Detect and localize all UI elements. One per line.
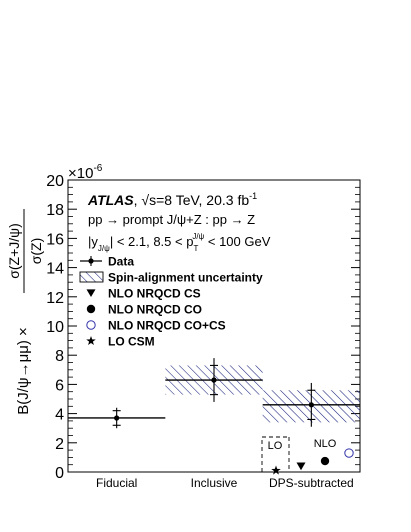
y-axis-label-denominator: σ(Z) [28,238,44,265]
y-tick-label-10: 10 [46,319,64,336]
data-marker [114,415,120,421]
theory-nlo-cs-triangle [296,462,306,471]
legend-label-2: NLO NRQCD CS [108,287,201,301]
nlo-box-label: NLO [314,438,337,450]
legend-star [86,336,96,346]
y-tick-label-16: 16 [46,231,64,248]
y-tick-label-20: 20 [46,173,64,190]
data-marker [308,402,314,408]
x-tick-label-fiducial: Fiducial [96,476,137,490]
x-tick-labels: Fiducial Inclusive DPS-subtracted [96,476,354,490]
y-axis-label: B(J/ψ→μμ) × σ(Z+J/ψ) σ(Z) [6,209,44,415]
legend-item-1: Spin-alignment uncertainty [79,271,263,285]
legend-open-circle [86,320,96,330]
data-point-dps-subtracted [262,382,360,427]
y-axis-label-numerator: σ(Z+J/ψ) [6,223,22,279]
y-tick-label-2: 2 [55,436,64,453]
legend-item-3: NLO NRQCD CO [86,303,202,317]
legend-item-4: NLO NRQCD CO+CS [86,319,226,333]
legend: Data Spin-alignment uncertainty NLO NRQCD … [79,255,263,349]
data-points [68,358,360,429]
legend-hatch-box [79,271,104,283]
legend-item-2: NLO NRQCD CS [86,287,201,301]
legend-item-5: LO CSM [86,335,155,349]
legend-triangle [86,289,96,298]
theory-nlo-cocs-open-circle [344,448,354,458]
theory-group: LO NLO [261,436,337,472]
y-axis-label-prefix: B(J/ψ→μμ) × [15,327,32,415]
annotation-process: pp → prompt J/ψ+Z : pp → Z [88,212,255,227]
y-tick-label-4: 4 [55,407,64,424]
data-point-fiducial [68,407,166,429]
lo-box-label: LO [268,440,283,452]
legend-label-3: NLO NRQCD CO [108,303,202,317]
data-point-inclusive [165,358,263,402]
theory-nlo-co-circle [320,456,330,466]
legend-label-5: LO CSM [108,335,155,349]
y-tick-label-14: 14 [46,261,64,278]
x-tick-label-inclusive: Inclusive [191,476,238,490]
legend-label-0: Data [108,255,134,269]
y-tick-label-0: 0 [55,465,64,482]
annotation-experiment: ATLAS, √s=8 TeV, 20.3 fb-1 [87,191,257,208]
y-ticks: 0 2 4 6 8 10 12 14 16 18 20 [46,173,360,482]
y-tick-label-18: 18 [46,202,64,219]
y-tick-label-12: 12 [46,290,64,307]
data-marker [211,377,217,383]
y-tick-label-8: 8 [55,348,64,365]
legend-data-marker [88,258,94,264]
x-tick-label-dps-subtracted: DPS-subtracted [269,476,354,490]
annotation-cuts: |yJ/ψ| < 2.1, 8.5 < pTJ/ψ < 100 GeV [88,232,271,253]
legend-filled-circle [86,304,96,314]
theory-lo-csm-star [271,465,281,475]
spin-alignment-bands [165,365,360,423]
legend-item-0: Data [80,255,134,269]
y-tick-label-6: 6 [55,377,64,394]
legend-label-4: NLO NRQCD CO+CS [108,319,226,333]
y-multiplier: ×10-6 [68,163,103,182]
theory-predictions [271,448,354,475]
legend-label-1: Spin-alignment uncertainty [108,271,263,285]
